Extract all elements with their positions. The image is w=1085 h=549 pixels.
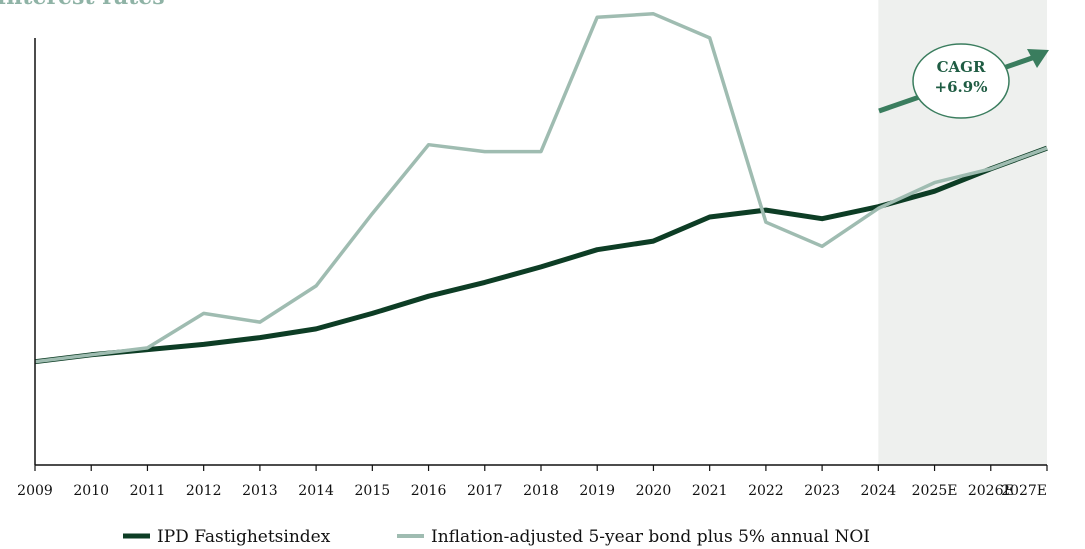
x-tick-label: 2018 xyxy=(523,483,559,499)
x-tick-label: 2009 xyxy=(17,483,53,499)
x-tick-label: 2021 xyxy=(692,483,728,499)
x-tick-label: 2016 xyxy=(411,483,447,499)
x-tick-label: 2020 xyxy=(636,483,672,499)
x-tick-label: 2012 xyxy=(186,483,222,499)
x-tick-label: 2014 xyxy=(298,483,334,499)
cagr-annotation: CAGR +6.9% xyxy=(878,43,1049,119)
cagr-label: CAGR xyxy=(937,58,986,76)
x-tick-label: 2015 xyxy=(355,483,391,499)
x-tick-label: 2011 xyxy=(130,483,166,499)
legend: IPD Fastighetsindex Inflation-adjusted 5… xyxy=(123,527,870,547)
x-tick-label: 2026E xyxy=(968,483,1014,499)
cagr-value: +6.9% xyxy=(935,78,988,96)
series-layer xyxy=(34,12,1048,365)
x-tick-label: 2027E xyxy=(1001,483,1047,499)
x-tick-label: 2022 xyxy=(748,483,784,499)
x-tick-label: 2017 xyxy=(467,483,503,499)
x-tick-label: 2019 xyxy=(579,483,615,499)
x-tick-label: 2023 xyxy=(804,483,840,499)
x-tick-label: 2025E xyxy=(912,483,958,499)
chart-title: Interest rates xyxy=(0,0,165,10)
cagr-bubble xyxy=(912,43,1010,119)
x-tick-label: 2013 xyxy=(242,483,278,499)
cagr-arrow-head xyxy=(1027,49,1049,68)
legend-label-ipd: IPD Fastighetsindex xyxy=(157,527,331,547)
x-tick-label: 2024 xyxy=(861,483,897,499)
legend-label-bond: Inflation-adjusted 5-year bond plus 5% a… xyxy=(431,527,870,547)
x-tick-label: 2010 xyxy=(73,483,109,499)
series-line-bond xyxy=(34,12,1048,364)
x-axis-ticks: 2009 2010 2011 2012 2013 2014 2015 2016 2017 2018… xyxy=(17,465,1048,499)
